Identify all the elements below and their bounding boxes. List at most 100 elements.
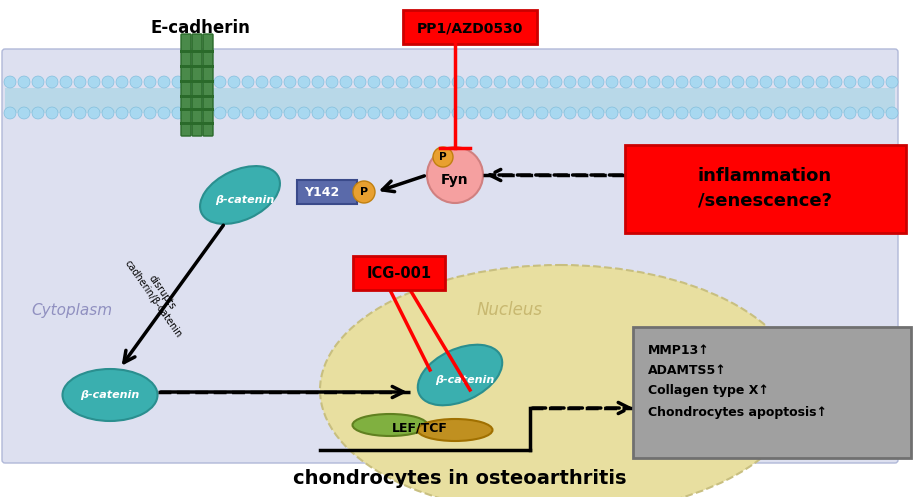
Circle shape xyxy=(88,107,100,119)
Bar xyxy=(191,65,203,68)
Circle shape xyxy=(760,107,772,119)
Circle shape xyxy=(592,76,604,88)
Circle shape xyxy=(886,107,898,119)
Circle shape xyxy=(872,107,884,119)
Circle shape xyxy=(186,107,198,119)
Circle shape xyxy=(718,76,730,88)
Circle shape xyxy=(32,76,44,88)
FancyBboxPatch shape xyxy=(353,256,445,290)
Circle shape xyxy=(802,107,814,119)
Circle shape xyxy=(802,76,814,88)
Circle shape xyxy=(620,107,632,119)
Circle shape xyxy=(242,76,254,88)
Circle shape xyxy=(298,76,310,88)
Text: Chondrocytes apoptosis↑: Chondrocytes apoptosis↑ xyxy=(648,406,827,418)
Circle shape xyxy=(774,76,786,88)
FancyBboxPatch shape xyxy=(181,34,191,136)
Circle shape xyxy=(144,107,156,119)
Circle shape xyxy=(886,76,898,88)
Circle shape xyxy=(620,76,632,88)
Circle shape xyxy=(816,76,828,88)
Circle shape xyxy=(718,107,730,119)
Circle shape xyxy=(130,76,142,88)
Circle shape xyxy=(606,76,618,88)
Text: MMP13↑: MMP13↑ xyxy=(648,343,710,356)
Circle shape xyxy=(480,76,492,88)
Circle shape xyxy=(424,107,436,119)
Bar xyxy=(191,108,203,111)
Circle shape xyxy=(704,76,716,88)
Circle shape xyxy=(788,107,800,119)
Text: Cytoplasm: Cytoplasm xyxy=(31,303,113,318)
Bar xyxy=(202,65,214,68)
Bar xyxy=(180,50,192,53)
Circle shape xyxy=(18,107,30,119)
Circle shape xyxy=(74,107,86,119)
Circle shape xyxy=(284,76,296,88)
Circle shape xyxy=(353,181,375,203)
Bar xyxy=(180,108,192,111)
Circle shape xyxy=(256,76,268,88)
Circle shape xyxy=(60,76,72,88)
Circle shape xyxy=(522,107,534,119)
Circle shape xyxy=(438,76,450,88)
Circle shape xyxy=(438,107,450,119)
Text: Fyn: Fyn xyxy=(441,173,469,187)
Circle shape xyxy=(788,76,800,88)
Ellipse shape xyxy=(352,414,427,436)
Bar xyxy=(180,95,192,98)
Circle shape xyxy=(536,107,548,119)
Circle shape xyxy=(578,76,590,88)
Circle shape xyxy=(312,76,324,88)
Ellipse shape xyxy=(418,345,503,405)
Circle shape xyxy=(88,76,100,88)
Ellipse shape xyxy=(200,166,280,224)
Circle shape xyxy=(4,107,16,119)
Circle shape xyxy=(452,76,464,88)
Circle shape xyxy=(480,107,492,119)
Circle shape xyxy=(690,76,702,88)
Circle shape xyxy=(340,76,352,88)
Circle shape xyxy=(354,107,366,119)
Bar xyxy=(202,80,214,83)
Circle shape xyxy=(732,107,744,119)
Text: Nucleus: Nucleus xyxy=(477,301,543,319)
Circle shape xyxy=(858,107,870,119)
Ellipse shape xyxy=(417,419,492,441)
Circle shape xyxy=(4,76,16,88)
Text: ICG-001: ICG-001 xyxy=(367,265,432,280)
Circle shape xyxy=(46,107,58,119)
Circle shape xyxy=(368,76,380,88)
Bar xyxy=(202,108,214,111)
Circle shape xyxy=(270,107,282,119)
Circle shape xyxy=(732,76,744,88)
Bar xyxy=(191,95,203,98)
Circle shape xyxy=(396,76,408,88)
Circle shape xyxy=(424,76,436,88)
Circle shape xyxy=(433,147,453,167)
Circle shape xyxy=(844,76,856,88)
Circle shape xyxy=(60,107,72,119)
Bar xyxy=(180,80,192,83)
Circle shape xyxy=(172,107,184,119)
Circle shape xyxy=(760,76,772,88)
FancyBboxPatch shape xyxy=(625,145,906,233)
Circle shape xyxy=(270,76,282,88)
Circle shape xyxy=(32,107,44,119)
Circle shape xyxy=(368,107,380,119)
Circle shape xyxy=(634,107,646,119)
Circle shape xyxy=(494,76,506,88)
FancyBboxPatch shape xyxy=(633,327,911,458)
Circle shape xyxy=(242,107,254,119)
Circle shape xyxy=(144,76,156,88)
Circle shape xyxy=(186,76,198,88)
Circle shape xyxy=(550,107,562,119)
Bar xyxy=(191,122,203,125)
Text: P: P xyxy=(439,152,447,162)
Circle shape xyxy=(158,107,170,119)
Circle shape xyxy=(746,107,758,119)
FancyBboxPatch shape xyxy=(192,34,202,136)
Circle shape xyxy=(228,107,240,119)
Text: E-cadherin: E-cadherin xyxy=(150,19,250,37)
Text: chondrocytes in osteoarthritis: chondrocytes in osteoarthritis xyxy=(293,469,626,488)
